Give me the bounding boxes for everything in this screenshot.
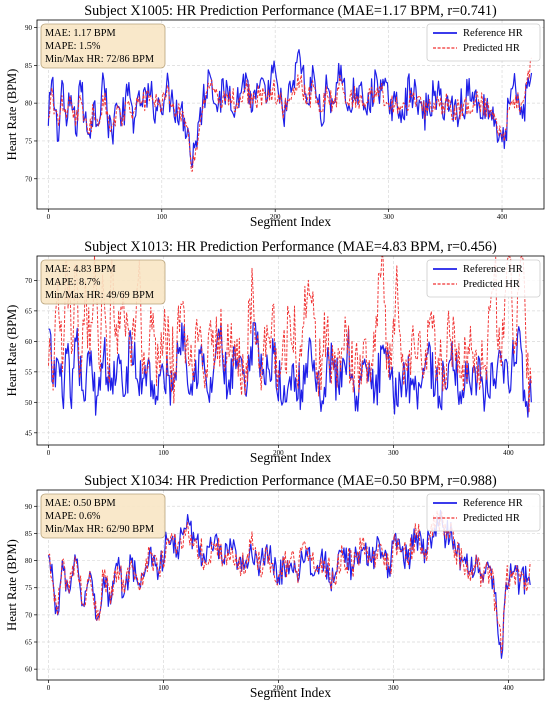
x-tick-label: 0 [47, 213, 51, 221]
series-line-predicted-hr [48, 256, 532, 413]
chart-panel-1: 70 75 80 85 90 0 100 200 300 400 Subject X1005: HR… [5, 3, 545, 229]
x-axis-label: Segment Index [250, 450, 332, 465]
stats-line: MAE: 4.83 BPM [45, 264, 116, 275]
plot-area [47, 509, 531, 659]
x-tick-label: 100 [157, 213, 168, 221]
x-tick-label: 200 [273, 684, 284, 692]
plot-area [48, 256, 532, 418]
y-axis-label: Heart Rate (BPM) [5, 305, 19, 397]
stats-line: MAE: 0.50 BPM [45, 498, 116, 509]
stats-box [40, 493, 166, 539]
chart-title: Subject X1034: HR Prediction Performance… [84, 473, 497, 489]
plot-frame [36, 19, 545, 210]
legend-label: Predicted HR [463, 279, 520, 290]
series-line-predicted-hr [47, 57, 532, 172]
stats-line: Min/Max HR: 62/90 BPM [45, 524, 154, 535]
y-tick-label: 85 [25, 530, 33, 538]
stats-line: MAPE: 8.7% [45, 277, 101, 288]
stats-line: MAE: 1.17 BPM [45, 28, 116, 39]
x-tick-label: 400 [497, 213, 508, 221]
y-tick-label: 70 [25, 175, 33, 183]
x-tick-label: 300 [388, 449, 399, 457]
plot-frame [36, 489, 545, 681]
legend-label: Reference HR [463, 498, 523, 509]
y-tick-label: 85 [25, 62, 33, 70]
y-tick-label: 55 [25, 368, 33, 376]
x-tick-label: 300 [388, 684, 399, 692]
y-tick-label: 80 [25, 100, 33, 108]
x-tick-label: 100 [158, 449, 169, 457]
legend-label: Predicted HR [463, 43, 520, 54]
x-tick-label: 0 [47, 684, 51, 692]
chart-title: Subject X1005: HR Prediction Performance… [84, 3, 497, 19]
y-tick-label: 65 [25, 307, 33, 315]
y-tick-label: 75 [25, 137, 33, 145]
chart-panel-3: 60 65 70 75 80 85 90 0 100 200 300 400 Subject X1034… [5, 473, 545, 700]
chart-title: Subject X1013: HR Prediction Performance… [84, 239, 497, 255]
x-axis-label: Segment Index [250, 685, 332, 700]
stats-box [40, 259, 166, 305]
x-tick-label: 400 [503, 684, 514, 692]
x-tick-label: 0 [47, 449, 51, 457]
y-tick-label: 70 [25, 611, 33, 619]
y-tick-label: 60 [25, 666, 33, 674]
x-tick-label: 200 [270, 213, 281, 221]
x-tick-label: 100 [158, 684, 169, 692]
y-tick-label: 50 [25, 399, 33, 407]
x-tick-label: 400 [503, 449, 514, 457]
y-tick-label: 45 [25, 429, 33, 437]
legend-label: Predicted HR [463, 513, 520, 524]
chart-panel-2: 45 50 55 60 65 70 0 100 200 300 400 Subject X1013: … [5, 239, 545, 465]
series-line-predicted-hr [48, 510, 531, 654]
y-tick-label: 65 [25, 639, 33, 647]
x-tick-label: 200 [273, 449, 284, 457]
stats-line: MAPE: 0.6% [45, 511, 101, 522]
stats-line: Min/Max HR: 49/69 BPM [45, 290, 154, 301]
y-axis-label: Heart Rate (BPM) [5, 69, 19, 161]
y-tick-label: 80 [25, 557, 33, 565]
series-line-reference-hr [47, 49, 533, 168]
y-axis-label: Heart Rate (BPM) [5, 539, 19, 631]
plot-frame [36, 255, 545, 446]
y-tick-label: 75 [25, 584, 33, 592]
y-tick-label: 60 [25, 338, 33, 346]
stats-line: MAPE: 1.5% [45, 41, 101, 52]
x-tick-label: 300 [383, 213, 394, 221]
stats-box [40, 23, 166, 69]
y-tick-label: 90 [25, 503, 33, 511]
y-tick-label: 70 [25, 277, 33, 285]
series-line-reference-hr [48, 322, 532, 418]
stats-line: Min/Max HR: 72/86 BPM [45, 54, 154, 65]
x-axis-label: Segment Index [250, 214, 332, 229]
legend-label: Reference HR [463, 264, 523, 275]
plot-area [47, 49, 533, 172]
legend-label: Reference HR [463, 28, 523, 39]
y-tick-label: 90 [25, 24, 33, 32]
